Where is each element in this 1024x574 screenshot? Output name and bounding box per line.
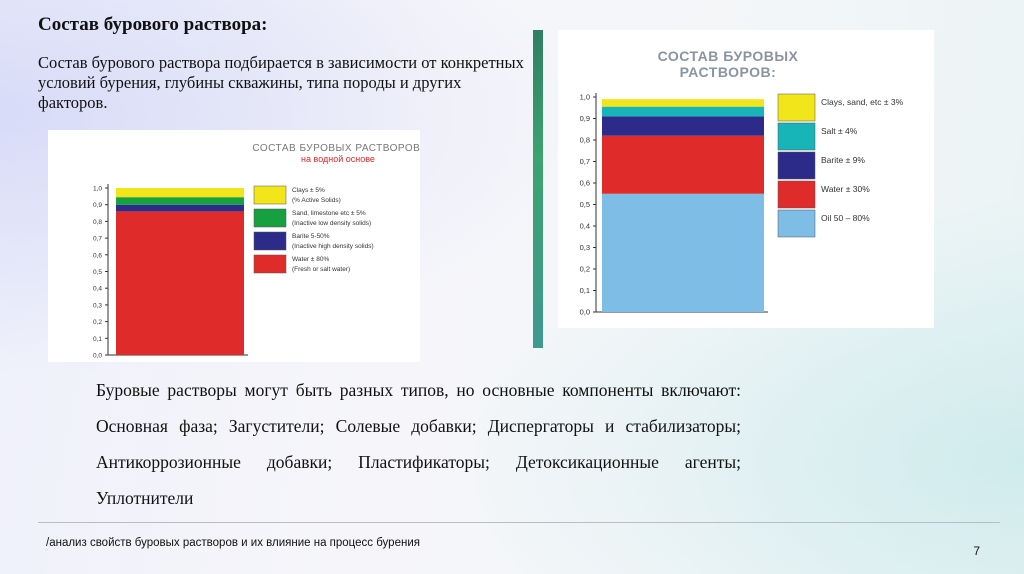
y-tick-label: 0,7 (580, 157, 590, 166)
y-tick-label: 0,3 (93, 302, 102, 309)
legend-label: Barite ± 9% (821, 155, 865, 165)
y-tick-label: 0,9 (580, 114, 590, 123)
chart-title: СОСТАВ БУРОВЫХ РАСТВОРОВ: (658, 48, 799, 80)
legend-label: Salt ± 4% (821, 126, 858, 136)
y-tick-label: 0,6 (580, 179, 590, 188)
y-tick-label: 1,0 (580, 93, 590, 102)
y-tick-label: 0,9 (93, 202, 102, 209)
legend-swatch-2 (253, 208, 287, 228)
legend-note: (Inactive low density solids) (292, 220, 371, 227)
legend-swatch-1 (777, 180, 816, 209)
legend-swatch-3 (253, 185, 287, 205)
components-paragraph: Буровые растворы могут быть разных типов… (96, 380, 741, 508)
water-based-chart-svg: СОСТАВ БУРОВЫХ РАСТВОРОВ:на водной основ… (93, 143, 420, 360)
y-tick-label: 0,1 (93, 336, 102, 343)
legend-label: Oil 50 – 80% (821, 213, 870, 223)
y-tick-label: 0,8 (580, 136, 590, 145)
footer-text: /анализ свойств буровых растворов и их в… (46, 537, 420, 549)
y-tick-label: 1,0 (93, 186, 102, 193)
y-tick-label: 0,3 (580, 243, 590, 252)
legend-note: (% Active Solids) (292, 197, 341, 204)
stack-segment-4 (602, 99, 764, 107)
y-tick-label: 0,1 (580, 286, 590, 295)
stack-segment-3 (602, 106, 764, 117)
stack-segment-0 (602, 193, 764, 312)
legend-label: Clays ± 5% (292, 187, 325, 194)
y-tick-label: 0,8 (93, 219, 102, 226)
oil-based-chart: СОСТАВ БУРОВЫХ РАСТВОРОВ: 0,0 0,1 0,2 0,3 0,4 0… (558, 30, 934, 328)
legend-note: (Fresh or salt water) (292, 266, 350, 273)
stack-segment-3 (116, 188, 244, 198)
chart-subtitle: на водной основе (301, 154, 375, 164)
chart-title: СОСТАВ БУРОВЫХ РАСТВОРОВ: (252, 143, 420, 154)
oil-based-chart-svg: СОСТАВ БУРОВЫХ РАСТВОРОВ: 0,0 0,1 0,2 0,3 0,4 0… (580, 48, 904, 317)
legend-swatch-2 (777, 151, 816, 180)
legend-swatch-4 (777, 93, 816, 122)
y-tick-label: 0,2 (93, 319, 102, 326)
legend-label: Water ± 30% (821, 184, 870, 194)
intro-paragraph: Состав бурового раствора подбирается в з… (38, 53, 524, 112)
legend-swatch-1 (253, 231, 287, 251)
legend-swatch-0 (253, 254, 287, 274)
legend-label: Clays, sand, etc ± 3% (821, 97, 904, 107)
legend-note: (Inactive high density solids) (292, 243, 374, 250)
y-tick-label: 0,5 (93, 269, 102, 276)
legend-label: Sand, limestone etc ± 5% (292, 210, 366, 217)
stack-segment-2 (116, 197, 244, 205)
legend-swatch-3 (777, 122, 816, 151)
y-tick-label: 0,0 (580, 308, 590, 317)
y-tick-label: 0,2 (580, 265, 590, 274)
accent-bar-right (533, 30, 543, 348)
legend-label: Barite 5-50% (292, 233, 330, 240)
y-tick-label: 0,6 (93, 252, 102, 259)
y-tick-label: 0,4 (580, 222, 590, 231)
y-tick-label: 0,5 (580, 200, 590, 209)
footer-divider (38, 522, 1000, 523)
y-tick-label: 0,4 (93, 286, 102, 293)
stack-segment-2 (602, 116, 764, 136)
stack-segment-0 (116, 211, 244, 355)
stack-segment-1 (602, 135, 764, 194)
legend-label: Water ± 80% (292, 256, 330, 263)
legend-swatch-0 (777, 209, 816, 238)
y-tick-label: 0,7 (93, 236, 102, 243)
slide-title: Состав бурового раствора: (38, 14, 268, 35)
water-based-chart: СОСТАВ БУРОВЫХ РАСТВОРОВ: на водной основ… (48, 130, 420, 362)
page-number: 7 (973, 544, 980, 558)
stack-segment-1 (116, 204, 244, 212)
y-tick-label: 0,0 (93, 353, 102, 360)
